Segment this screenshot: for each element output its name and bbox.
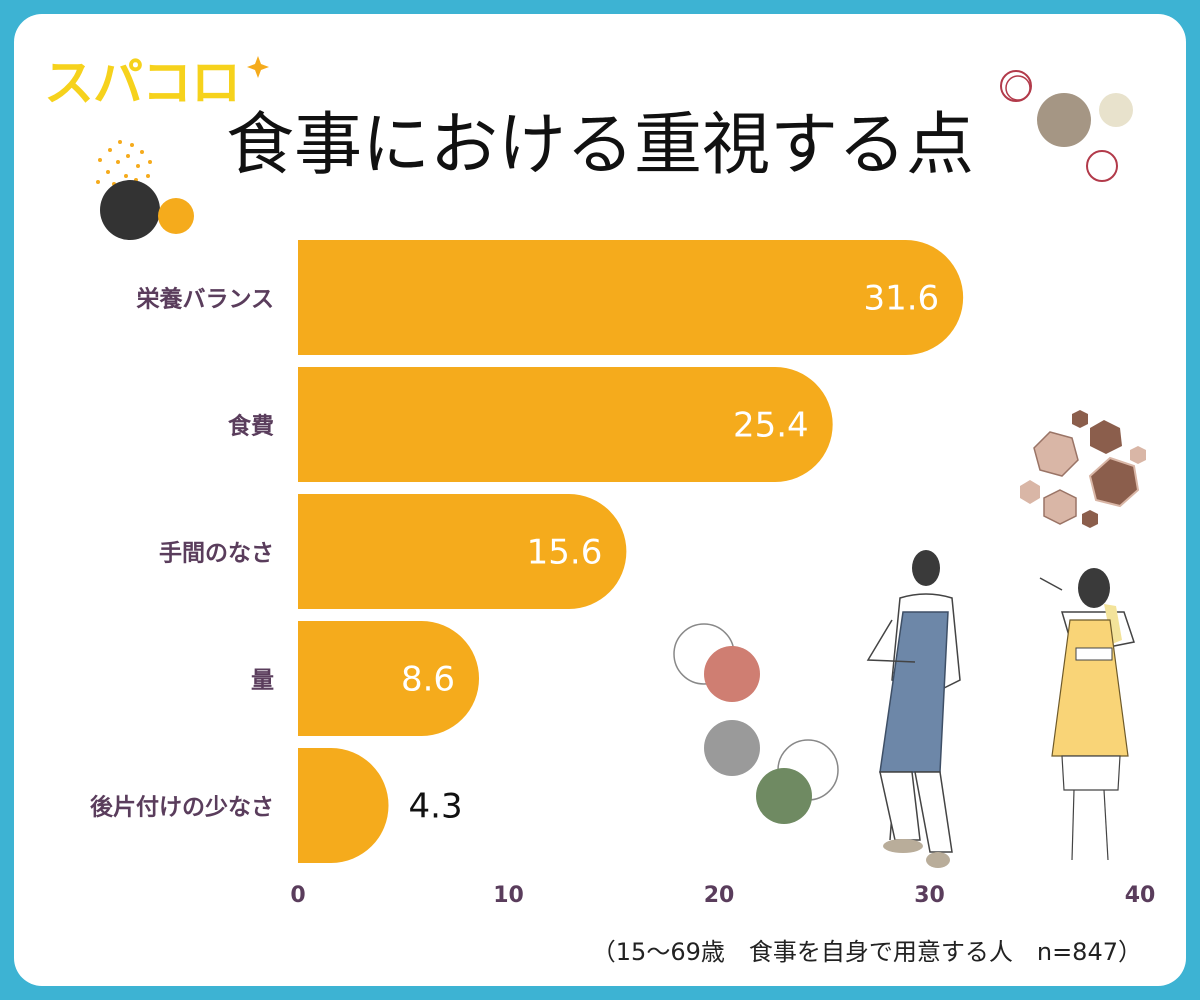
salmon-circle-decoration: [704, 646, 760, 702]
x-tick-label: 10: [493, 883, 524, 908]
red-ring-decoration-3: [1086, 150, 1118, 182]
bar-4: [298, 621, 480, 736]
x-tick-label: 40: [1125, 883, 1156, 908]
taupe-circle-decoration: [1037, 93, 1091, 147]
value-label: 15.6: [527, 533, 603, 573]
value-label: 4.3: [409, 787, 463, 827]
bar-2: [298, 367, 833, 482]
cream-circle-decoration: [1099, 93, 1133, 127]
hexagon-cluster-decoration: [1020, 410, 1146, 528]
red-ring-decoration: [1000, 70, 1032, 102]
x-tick-label: 30: [914, 883, 945, 908]
dark-blob-decoration: [100, 180, 160, 240]
sparkle-icon: [247, 56, 269, 78]
category-label: 後片付けの少なさ: [90, 794, 274, 821]
brand-logo: スパコロ: [44, 54, 241, 112]
category-label: 食費: [228, 413, 274, 440]
gray-circle-decoration: [704, 720, 760, 776]
x-tick-label: 20: [704, 883, 735, 908]
red-ring-decoration-2: [1005, 75, 1031, 101]
value-label: 31.6: [863, 279, 939, 319]
footnote: （15〜69歳 食事を自身で用意する人 n=847）: [591, 938, 1142, 966]
x-tick-label: 0: [290, 883, 305, 908]
woman-with-apron-illustration: [1039, 568, 1135, 861]
category-label: 量: [251, 668, 274, 694]
bar-5: [298, 748, 389, 863]
value-label: 25.4: [733, 406, 809, 446]
bar-1: [298, 240, 964, 355]
category-label: 栄養バランス: [135, 286, 274, 313]
value-label: 8.6: [401, 660, 455, 700]
orange-circle-decoration: [158, 198, 194, 234]
bar-3: [298, 494, 627, 609]
green-circle-decoration: [756, 768, 812, 824]
category-label: 手間のなさ: [159, 541, 274, 567]
page-title: 食事における重視する点: [225, 106, 974, 185]
chart-card: [14, 14, 1186, 986]
man-with-apron-illustration: [866, 550, 961, 868]
